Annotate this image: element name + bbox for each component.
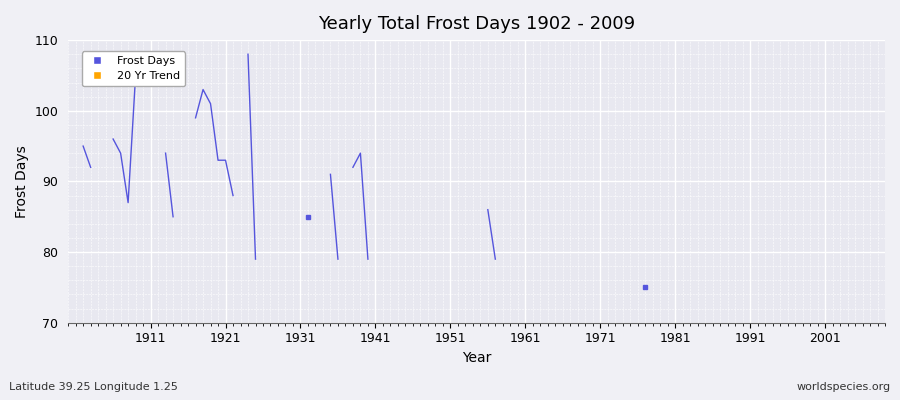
Text: Latitude 39.25 Longitude 1.25: Latitude 39.25 Longitude 1.25	[9, 382, 178, 392]
Title: Yearly Total Frost Days 1902 - 2009: Yearly Total Frost Days 1902 - 2009	[318, 15, 635, 33]
Text: worldspecies.org: worldspecies.org	[796, 382, 891, 392]
Y-axis label: Frost Days: Frost Days	[15, 145, 29, 218]
Legend: Frost Days, 20 Yr Trend: Frost Days, 20 Yr Trend	[82, 51, 185, 86]
X-axis label: Year: Year	[462, 351, 491, 365]
